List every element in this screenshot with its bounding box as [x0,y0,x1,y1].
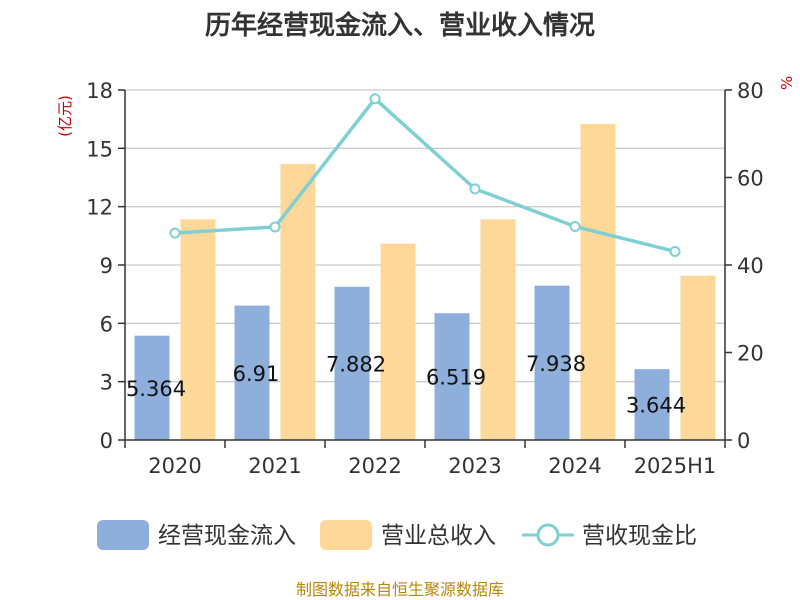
data-labels: 5.364 6.91 7.882 6.519 7.938 3.644 [126,352,686,418]
data-label-cash-inflow: 6.91 [233,362,280,386]
gridlines [125,89,725,383]
left-tick-label: 18 [86,79,113,103]
bar-cash-inflow [234,305,270,440]
data-label-cash-inflow: 7.938 [526,352,586,376]
right-axis-unit: % [778,76,796,90]
ratio-point [569,221,581,232]
x-tick-label: 2021 [248,454,301,478]
data-label-cash-inflow: 6.519 [426,366,486,390]
right-tick-label: 20 [737,342,764,366]
legend-label-revenue: 营业总收入 [381,523,496,549]
bar-cash-inflow [334,286,370,440]
bar-revenue [280,163,316,440]
left-tick-label: 15 [86,137,113,161]
bar-cash-inflow [434,313,470,440]
left-axis-unit: (亿元) [56,95,74,137]
legend-swatch-cash-inflow [97,520,149,550]
x-tick-label: 2022 [348,454,401,478]
left-tick-label: 3 [100,371,113,395]
x-tick-label: 2025H1 [634,454,717,478]
right-tick-label: 60 [737,167,764,191]
legend-label-cash-inflow: 经营现金流入 [158,523,296,549]
ratio-point [169,227,181,239]
ratio-point [269,221,281,233]
bar-cash-inflow [634,369,670,440]
legend-label-ratio: 营收现金比 [582,523,697,549]
ratio-line-path [174,97,676,254]
left-tick-label: 0 [100,429,113,453]
source-note: 制图数据来自恒生聚源数据库 [296,580,504,599]
data-label-cash-inflow: 7.882 [326,352,386,376]
x-tick-label: 2024 [548,454,601,478]
ratio-point [369,93,381,105]
ratio-point [669,245,681,257]
data-label-cash-inflow: 5.364 [126,377,186,401]
data-label-cash-inflow: 3.644 [626,394,686,418]
bar-revenue [480,219,516,440]
bars [134,124,716,441]
bar-revenue [580,124,616,441]
bar-revenue [380,243,416,440]
ratio-line [169,93,681,257]
bar-revenue [680,275,716,440]
bar-cash-inflow [134,335,170,440]
ratio-point [469,183,481,195]
x-tick-label: 2020 [148,454,201,478]
chart-title: 历年经营现金流入、营业收入情况 [205,10,595,41]
right-tick-label: 0 [737,429,750,453]
legend-marker-ratio [536,523,560,547]
legend-swatch-revenue [320,520,372,550]
bar-cash-inflow [534,285,570,440]
bar-revenue [180,219,216,440]
right-tick-label: 80 [737,79,764,103]
left-tick-label: 9 [100,254,113,278]
x-tick-label: 2023 [448,454,501,478]
left-tick-label: 12 [86,196,113,220]
left-tick-label: 6 [100,312,113,336]
axes: 0 3 6 9 12 15 18 0 20 40 60 80 2020 2021 2022 2023 2024 2… [86,79,763,478]
legend: 经营现金流入 营业总收入 营收现金比 [97,520,697,550]
right-tick-label: 40 [737,254,764,278]
